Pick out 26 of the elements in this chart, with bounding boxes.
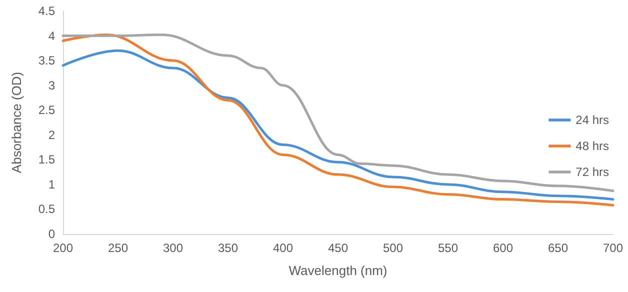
legend-label: 24 hrs [576,113,610,127]
y-tick-label: 0.5 [38,202,56,216]
y-tick-label: 4 [48,28,56,43]
x-tick-label: 600 [492,241,514,255]
y-tick-label: 3 [48,78,56,92]
x-tick-label: 350 [218,241,238,255]
y-tick-label: 0 [48,227,56,241]
x-tick-label: 400 [272,241,294,255]
y-tick-label: 4.5 [38,4,56,18]
y-tick-label: 3.5 [38,54,56,68]
y-tick-label: 2 [48,128,56,142]
x-tick-label: 300 [162,241,184,255]
x-tick-label: 200 [52,241,74,255]
y-tick-label: 1.5 [38,152,56,167]
x-tick-label: 700 [602,241,624,255]
legend-label: 72 hrs [576,165,610,179]
x-tick-label: 550 [438,241,458,255]
y-tick-label: 2.5 [38,103,56,118]
x-axis-title: Wavelength (nm) [288,263,388,278]
x-tick-label: 250 [108,241,128,255]
y-tick-label: 1 [48,177,56,192]
x-tick-label: 500 [382,241,404,255]
legend-label: 48 hrs [576,139,610,153]
x-tick-label: 450 [328,241,348,255]
y-axis-title: Absorbance (OD) [9,72,24,174]
x-tick-label: 650 [548,241,568,255]
